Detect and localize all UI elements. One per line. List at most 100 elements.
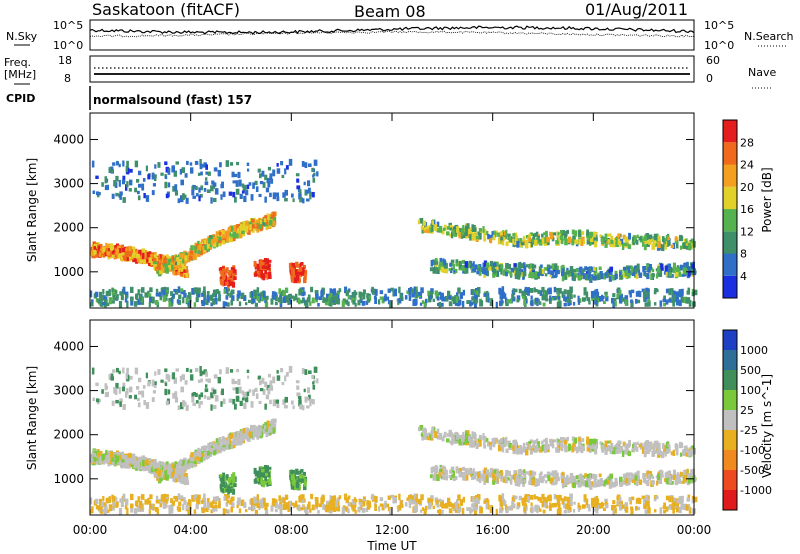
velocity-echo <box>111 507 115 511</box>
power-echo <box>236 224 239 230</box>
power-echo <box>118 179 121 187</box>
velocity-echo <box>522 480 525 487</box>
power-echo <box>651 273 655 277</box>
power-echo <box>635 298 638 304</box>
power-echo <box>279 301 283 308</box>
power-echo <box>210 197 213 204</box>
power-echo <box>212 293 215 298</box>
velocity-echo <box>135 465 139 471</box>
power-echo <box>259 219 263 225</box>
power-echo <box>501 239 505 246</box>
velocity-echo <box>190 452 194 458</box>
power-echo <box>683 296 687 304</box>
power-echo <box>413 299 417 306</box>
power-echo <box>490 298 493 303</box>
power-echo <box>228 270 232 276</box>
power-echo <box>454 228 458 235</box>
power-echo <box>217 169 221 177</box>
power-echo <box>436 221 440 227</box>
velocity-echo <box>654 450 658 454</box>
power-echo <box>193 245 197 251</box>
power-echo <box>586 239 591 245</box>
power-echo <box>450 259 455 263</box>
power-echo <box>593 231 597 238</box>
power-echo <box>685 264 688 269</box>
power-echo <box>168 262 172 270</box>
power-echo <box>610 235 614 243</box>
power-echo <box>543 232 546 236</box>
power-echo <box>164 263 168 267</box>
velocity-echo <box>183 472 187 478</box>
power-echo <box>638 272 643 278</box>
power-echo <box>661 244 665 252</box>
velocity-echo <box>272 424 277 429</box>
power-echo <box>254 302 258 307</box>
velocity-echo <box>523 469 526 476</box>
velocity-echo <box>114 497 118 501</box>
power-echo <box>384 293 387 301</box>
velocity-echo <box>143 456 147 461</box>
velocity-echo <box>516 505 520 510</box>
velocity-echo <box>443 431 447 438</box>
power-echo <box>477 287 481 294</box>
velocity-echo <box>230 432 234 439</box>
power-echo <box>278 288 281 295</box>
velocity-echo <box>566 477 570 482</box>
power-echo <box>341 300 345 307</box>
power-echo <box>152 257 157 264</box>
velocity-echo <box>126 464 129 468</box>
velocity-echo <box>670 481 674 485</box>
power-echo <box>458 232 461 239</box>
power-echo <box>168 298 171 302</box>
power-echo <box>360 298 363 304</box>
power-echo <box>549 234 554 240</box>
velocity-echo <box>590 481 594 487</box>
power-echo <box>588 271 591 277</box>
power-echo <box>578 239 582 245</box>
power-echo <box>393 290 397 297</box>
power-echo <box>272 169 276 177</box>
power-echo <box>94 250 97 256</box>
velocity-echo <box>672 474 676 481</box>
power-echo <box>436 267 440 274</box>
velocity-echo <box>462 431 465 438</box>
power-echo <box>287 300 290 305</box>
power-echo <box>399 293 403 300</box>
velocity-echo <box>615 448 619 454</box>
power-echo <box>593 267 596 271</box>
power-scatter <box>90 158 698 309</box>
velocity-echo <box>133 464 137 469</box>
power-echo <box>429 267 433 272</box>
power-echo <box>142 178 146 182</box>
velocity-echo <box>678 497 683 505</box>
power-echo <box>276 168 281 174</box>
velocity-echo <box>203 455 207 460</box>
power-echo <box>693 289 698 296</box>
power-echo <box>264 302 269 308</box>
velocity-echo <box>189 462 193 468</box>
velocity-echo <box>561 475 565 480</box>
power-echo <box>513 263 517 269</box>
velocity-echo <box>638 479 643 485</box>
power-echo <box>648 239 653 244</box>
velocity-echo <box>604 501 608 505</box>
power-echo <box>112 294 116 300</box>
velocity-echo <box>584 480 588 487</box>
velocity-echo <box>149 494 153 500</box>
power-echo <box>592 238 595 243</box>
velocity-echo <box>563 479 567 486</box>
power-echo <box>218 231 222 236</box>
power-echo <box>248 221 252 226</box>
power-echo <box>622 266 627 271</box>
power-echo <box>366 298 371 303</box>
power-echo <box>128 245 132 252</box>
velocity-echo <box>128 458 132 464</box>
velocity-echo <box>612 508 615 515</box>
velocity-echo <box>238 508 242 514</box>
power-echo <box>137 289 140 296</box>
power-echo <box>644 302 648 307</box>
power-echo <box>123 256 127 261</box>
velocity-echo <box>667 448 671 453</box>
velocity-echo <box>612 447 616 455</box>
velocity-echo <box>509 506 513 511</box>
